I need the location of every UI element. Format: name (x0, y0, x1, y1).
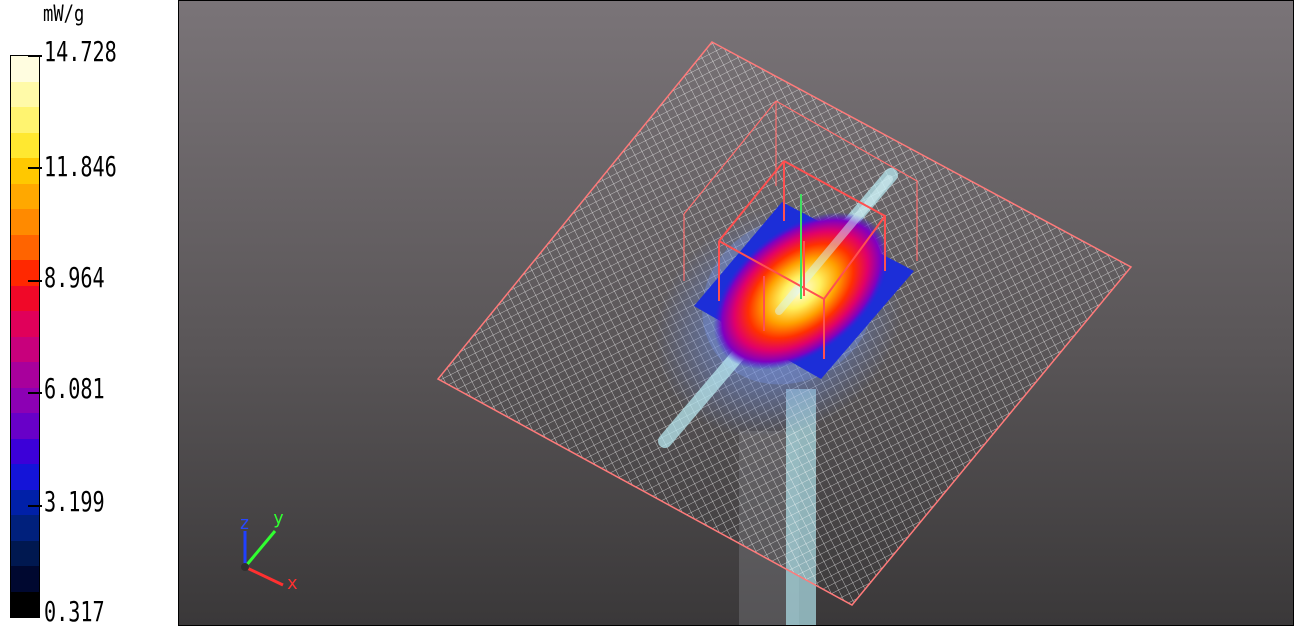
sar-scene: z y x (239, 41, 1133, 625)
axis-label-x: x (287, 573, 298, 594)
tick-label: 3.199 (44, 485, 105, 518)
tick-mark (28, 505, 42, 507)
axis-triad: z y x (239, 508, 298, 594)
colorbar-swatch (11, 234, 39, 261)
colorbar-swatch (11, 158, 39, 185)
tick-mark (28, 280, 42, 282)
colorbar-swatch (11, 209, 39, 236)
tick-label-max: 14.728 (44, 35, 117, 68)
axis-label-y: y (273, 508, 284, 529)
color-legend: mW/g 14.728 11.846 8.964 6.081 3.199 0.3… (0, 0, 178, 628)
colorbar-swatch (11, 413, 39, 440)
colorbar-swatch (11, 260, 39, 287)
colorbar-swatch (11, 56, 39, 83)
colorbar-swatch (11, 540, 39, 567)
legend-unit-label: mW/g (43, 2, 85, 27)
colorbar-swatch (11, 489, 39, 516)
scan-volume-inner (718, 160, 886, 359)
axis-label-z: z (239, 513, 250, 534)
tick-label: 11.846 (44, 150, 117, 183)
tick-label-min: 0.317 (44, 595, 105, 628)
tick-mark (28, 167, 42, 169)
tick-mark (28, 55, 42, 57)
colorbar-swatch (11, 132, 39, 159)
tick-label: 6.081 (44, 372, 105, 405)
colorbar-swatch (11, 387, 39, 414)
colorbar-swatch (11, 362, 39, 389)
grid-plane-outline (436, 41, 1133, 606)
colorbar-swatch (11, 107, 39, 134)
tick-mark (28, 392, 42, 394)
colorbar-swatch (11, 81, 39, 108)
colorbar-swatch (11, 566, 39, 593)
scan-volume-outer (683, 100, 918, 281)
tick-label: 8.964 (44, 261, 105, 294)
colorbar-swatch (11, 183, 39, 210)
colorbar-swatch (11, 515, 39, 542)
colorbar-swatch (11, 336, 39, 363)
colorbar-swatch (11, 591, 39, 618)
colorbar-swatch (11, 464, 39, 491)
colorbar (10, 55, 40, 618)
colorbar-swatch (11, 438, 39, 465)
colorbar-swatch (11, 285, 39, 312)
3d-viewport[interactable]: z y x (178, 0, 1294, 626)
colorbar-swatch (11, 311, 39, 338)
